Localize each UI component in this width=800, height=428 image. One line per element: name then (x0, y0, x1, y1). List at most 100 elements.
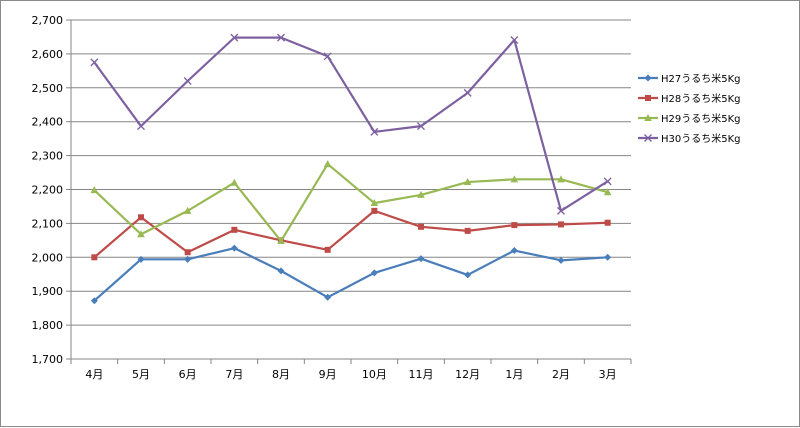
y-tick-label: 2,600 (32, 48, 64, 61)
series-line (93, 162, 608, 243)
data-point (137, 122, 145, 131)
x-tick-label: 2月 (552, 368, 570, 381)
data-point (604, 253, 612, 261)
data-point (277, 33, 285, 42)
data-point (464, 227, 471, 234)
legend-label: H28うるち米5Kg (661, 92, 741, 105)
data-point (603, 177, 612, 186)
data-point (510, 175, 519, 183)
data-point (604, 219, 611, 226)
gridlines (71, 19, 631, 326)
series-3 (90, 160, 612, 245)
y-tick-label: 2,200 (32, 184, 64, 197)
data-point (558, 221, 564, 228)
data-point (231, 226, 238, 233)
legend: H27うるち米5Kg H28うるち米5Kg H29うるち米5Kg H30うるち米5Kg (638, 72, 741, 145)
data-point (370, 269, 378, 277)
y-tick-label: 2,400 (32, 116, 64, 129)
legend-entry: H28うるち米5Kg (638, 92, 741, 105)
y-tick-label: 2,100 (32, 217, 64, 230)
series-1 (90, 244, 612, 305)
legend-marker (644, 134, 652, 142)
marker-stroke (463, 88, 472, 97)
data-point (510, 36, 519, 44)
data-point (418, 223, 424, 230)
x-tick-label: 7月 (225, 368, 243, 381)
legend-entry: H27うるち米5Kg (638, 72, 741, 85)
data-point (324, 293, 332, 301)
legend-label: H29うるち米5Kg (661, 112, 741, 125)
data-point (277, 237, 285, 245)
data-point (463, 178, 472, 186)
data-point (417, 255, 425, 263)
legend-marker (644, 114, 652, 121)
y-tick-label: 1,800 (32, 319, 64, 332)
data-point (230, 244, 238, 252)
x-tick-label: 12月 (455, 368, 480, 381)
x-tick-label: 5月 (132, 368, 150, 381)
data-point (557, 175, 565, 183)
legend-marker (645, 95, 651, 101)
y-tick-label: 1,700 (32, 353, 64, 366)
data-point (417, 190, 425, 198)
data-point (464, 271, 472, 279)
x-tick-label: 8月 (272, 368, 290, 381)
y-tick-label: 2,700 (32, 14, 64, 27)
series (90, 33, 612, 305)
data-point (417, 122, 425, 131)
data-point (277, 267, 285, 275)
data-point (371, 207, 378, 214)
data-point (230, 33, 239, 42)
legend-entry: H29うるち米5Kg (638, 112, 741, 125)
y-tick-label: 2,300 (32, 150, 64, 163)
data-point (323, 52, 332, 61)
series-2 (91, 207, 611, 261)
data-point (323, 160, 332, 168)
x-tick-label: 9月 (319, 368, 337, 381)
x-tick-label: 11月 (409, 368, 434, 381)
series-line (93, 209, 608, 259)
marker-stroke (644, 134, 652, 142)
data-point (138, 214, 144, 221)
x-tick-label: 3月 (599, 368, 617, 381)
data-point (184, 249, 191, 256)
data-point (90, 297, 98, 305)
x-tick-label: 6月 (179, 368, 197, 381)
marker-stroke (137, 122, 145, 131)
data-point (511, 222, 518, 229)
marker-stroke (277, 33, 285, 42)
data-point (90, 186, 99, 194)
y-tick-labels: 1,700 1,800 1,900 2,000 2,100 2,200 2,300 2,400… (32, 14, 64, 366)
data-point (137, 255, 145, 263)
x-tick-label: 10月 (362, 368, 387, 381)
data-point (183, 77, 192, 85)
data-point (230, 178, 239, 186)
data-point (183, 206, 192, 214)
data-point (370, 199, 379, 207)
y-tick-label: 2,500 (32, 82, 64, 95)
marker-stroke (603, 177, 612, 186)
data-point (557, 206, 565, 215)
data-point (137, 230, 145, 238)
data-point (557, 256, 565, 264)
legend-label: H27うるち米5Kg (661, 72, 741, 85)
marker-stroke (510, 36, 519, 44)
marker-stroke (230, 33, 239, 42)
x-tick-label: 1月 (505, 368, 523, 381)
marker-stroke (90, 58, 99, 67)
data-point (463, 88, 472, 97)
legend-label: H30うるち米5Kg (661, 132, 741, 145)
y-tick-label: 2,000 (32, 251, 64, 264)
data-point (324, 246, 331, 253)
data-point (603, 188, 612, 196)
y-tick-label: 1,900 (32, 285, 64, 298)
series-line (93, 36, 609, 212)
series-line (93, 247, 608, 302)
data-point (370, 127, 379, 136)
marker-stroke (417, 122, 425, 131)
marker-stroke (557, 206, 565, 215)
data-point (91, 254, 98, 261)
legend-entry: H30うるち米5Kg (638, 132, 741, 145)
